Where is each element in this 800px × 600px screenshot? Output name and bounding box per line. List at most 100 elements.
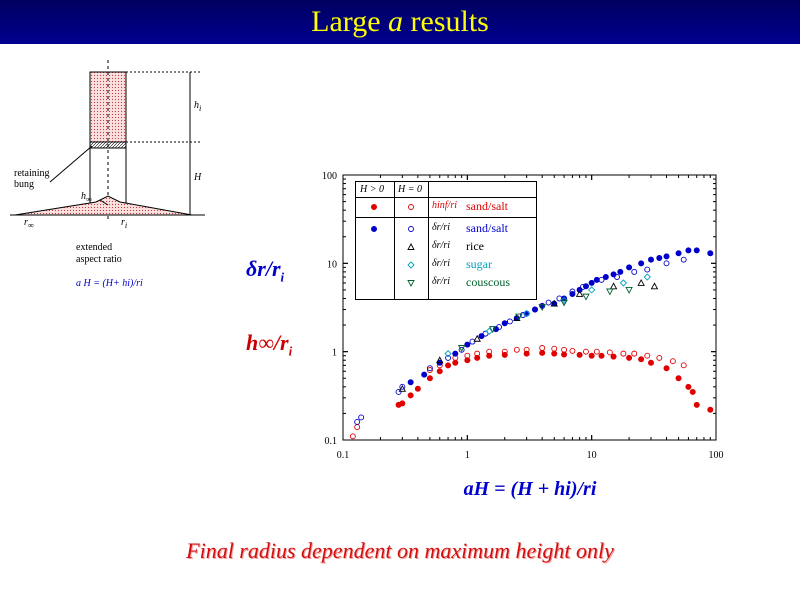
data-point <box>610 353 617 360</box>
x-tick-label: 100 <box>709 450 724 461</box>
data-point <box>707 406 714 413</box>
data-point <box>680 362 687 369</box>
legend-symbol: δr/ri <box>432 276 450 287</box>
data-point <box>707 250 714 257</box>
data-point <box>513 346 520 353</box>
series-3 <box>354 256 687 425</box>
series-1 <box>349 345 687 440</box>
data-point <box>474 354 481 361</box>
data-point <box>426 375 433 382</box>
data-point <box>625 286 633 294</box>
plot-frame <box>342 174 717 441</box>
legend-marker <box>407 243 415 250</box>
scatter-chart: 0.1 1 10 100 0.1 1 10 100 <box>322 171 724 461</box>
data-point <box>610 271 617 278</box>
heap <box>14 195 193 216</box>
y-tick-label: 1 <box>332 348 337 359</box>
x-tick-label: 10 <box>587 450 597 461</box>
data-point <box>626 354 633 361</box>
data-point <box>637 278 645 286</box>
legend-symbol: δr/ri <box>432 258 450 269</box>
legend-marker-h-zero <box>407 261 415 269</box>
data-point <box>576 351 583 358</box>
data-point <box>643 273 651 281</box>
data-point <box>631 350 638 357</box>
legend-marker-h-zero <box>408 204 414 210</box>
data-point <box>551 350 558 357</box>
data-point <box>644 266 651 273</box>
data-point <box>407 392 414 399</box>
series-4 <box>398 278 659 392</box>
legend-label: sugar <box>466 257 492 271</box>
data-point <box>523 309 531 318</box>
data-point <box>561 346 568 353</box>
data-point <box>488 326 497 334</box>
data-point <box>638 356 645 363</box>
data-point <box>569 288 576 295</box>
silo-schematic <box>10 60 205 220</box>
data-point <box>583 348 589 355</box>
data-point <box>436 368 443 375</box>
data-point <box>650 282 659 290</box>
data-point <box>598 352 605 359</box>
data-point <box>675 250 682 257</box>
data-point <box>523 346 530 353</box>
data-point <box>647 256 654 263</box>
y-tick-label: 100 <box>322 171 337 182</box>
data-point <box>598 276 605 283</box>
legend-marker-h-zero <box>407 280 415 287</box>
legend-marker <box>407 261 415 269</box>
data-point <box>602 274 609 281</box>
data-point <box>464 341 471 348</box>
data-point <box>501 348 508 355</box>
data-point <box>354 419 361 425</box>
data-point <box>556 295 563 302</box>
data-point <box>656 354 663 361</box>
data-point <box>398 384 407 392</box>
data-point <box>538 304 546 311</box>
data-point <box>426 367 433 373</box>
data-point <box>663 260 670 267</box>
data-point <box>588 352 595 359</box>
series-6 <box>457 286 633 352</box>
x-tick-label: 1 <box>465 450 470 461</box>
data-point <box>452 359 459 366</box>
data-point <box>693 247 700 254</box>
data-point <box>496 324 503 330</box>
legend-marker <box>371 204 414 210</box>
r-i-label: ri <box>121 217 128 230</box>
legend-symbol: δr/ri <box>432 240 450 251</box>
data-point <box>626 264 633 271</box>
data-point <box>426 365 433 372</box>
data-point <box>414 385 421 392</box>
x-axis-label: aH = (H + hi)/ri <box>463 478 597 500</box>
data-point <box>458 346 465 353</box>
data-point <box>669 358 676 365</box>
data-point <box>452 350 459 357</box>
data-point <box>464 357 471 364</box>
data-point <box>693 401 700 408</box>
data-point <box>445 362 452 369</box>
data-point <box>457 345 466 352</box>
data-point <box>445 354 452 361</box>
legend-col-h-pos: H > 0 <box>360 184 384 195</box>
data-point <box>395 388 402 395</box>
y-tick-label: 0.1 <box>325 436 338 447</box>
data-point <box>506 318 513 325</box>
legend-marker-h-zero <box>408 226 414 232</box>
data-point <box>606 349 613 356</box>
data-point <box>675 375 682 382</box>
data-point <box>609 282 618 290</box>
slide-title: Large a results <box>311 5 489 38</box>
legend-symbol: hinf/ri <box>432 200 458 211</box>
data-point <box>644 352 651 359</box>
legend-label: couscous <box>466 275 510 289</box>
data-point <box>575 290 584 297</box>
data-point <box>501 320 508 327</box>
data-point <box>407 379 414 386</box>
data-point <box>685 247 692 254</box>
data-point <box>539 345 546 351</box>
data-point <box>689 388 696 395</box>
legend-label: rice <box>466 239 484 253</box>
data-point <box>354 424 361 431</box>
